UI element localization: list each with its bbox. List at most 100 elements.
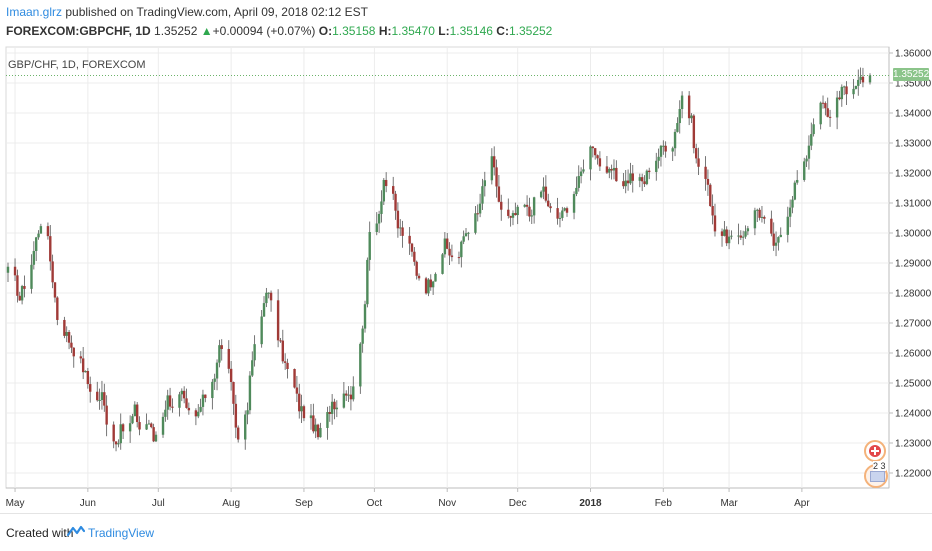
candle-body <box>293 369 296 388</box>
add-indicator-icon[interactable] <box>864 440 886 462</box>
candle-body <box>79 356 83 359</box>
tradingview-brand-link[interactable]: TradingView <box>88 526 155 540</box>
candle-body <box>838 97 841 100</box>
candle-body <box>86 370 90 385</box>
candle-body <box>490 156 494 181</box>
candle-body <box>756 209 759 211</box>
author-link[interactable]: Imaan.glrz <box>6 5 63 19</box>
last-price-text: 1.35252 <box>154 24 198 38</box>
candle-body <box>664 145 667 152</box>
candle-body <box>612 167 616 171</box>
publication-line: Imaan.glrz published on TradingView.com,… <box>6 5 368 19</box>
candle-body <box>244 414 247 440</box>
candle-body <box>434 273 437 282</box>
low-value: 1.35146 <box>449 24 493 38</box>
candle-body <box>516 206 519 216</box>
candle-body <box>32 250 36 265</box>
x-tick-label: 2018 <box>579 498 602 509</box>
candle-body <box>556 208 559 219</box>
candle-body <box>135 404 139 423</box>
x-tick-label: Oct <box>367 498 383 509</box>
candle-body <box>861 76 865 83</box>
candle-body <box>187 407 191 411</box>
candle-body <box>709 184 712 207</box>
change-text: +0.00094 (+0.07%) <box>212 24 316 38</box>
candle-body <box>561 210 564 218</box>
y-tick-label: 1.36000 <box>895 49 932 60</box>
candle-body <box>424 278 428 294</box>
candle-body <box>117 443 120 445</box>
candle-body <box>161 416 165 435</box>
candle-body <box>377 213 381 224</box>
candle-body <box>711 206 714 216</box>
candle-body <box>640 177 644 182</box>
candle-body <box>697 158 700 167</box>
candle-body <box>349 394 353 400</box>
candle-body <box>199 406 202 412</box>
candle-body <box>431 281 435 288</box>
candle-body <box>763 216 766 219</box>
candle-body <box>168 395 172 407</box>
candle-body <box>845 86 848 95</box>
candle-body <box>791 199 794 208</box>
candle-body <box>147 423 151 425</box>
candle-body <box>779 234 782 238</box>
candle-body <box>481 186 484 204</box>
candle-body <box>648 170 651 173</box>
candle-body <box>227 348 230 369</box>
candle-body <box>629 173 632 184</box>
candle-body <box>105 405 108 425</box>
candle-body <box>589 146 592 170</box>
candle-body <box>295 387 299 394</box>
candle-body <box>96 391 99 401</box>
candle-body <box>539 191 543 198</box>
high-value: 1.35470 <box>391 24 435 38</box>
price-chart[interactable]: 1.22000 1.23000 1.24000 1.25000 1.26000 1.270… <box>0 0 932 513</box>
candle-body <box>753 210 757 229</box>
candle-body <box>49 236 52 262</box>
candle-body <box>657 156 660 161</box>
candle-body <box>819 102 822 125</box>
candle-body <box>128 423 132 432</box>
candle-body <box>380 201 383 214</box>
candle-body <box>236 427 240 440</box>
candle-body <box>476 213 479 215</box>
candle-body <box>495 167 498 187</box>
candle-body <box>56 297 59 320</box>
candle-body <box>269 292 273 301</box>
candle-body <box>514 213 517 216</box>
candle-body <box>384 179 388 187</box>
x-tick-label: Mar <box>720 498 738 509</box>
candle-body <box>596 155 599 159</box>
candle-body <box>298 393 301 412</box>
candle-body <box>803 161 806 180</box>
candle-body <box>234 403 238 428</box>
candle-body <box>309 415 313 419</box>
candle-body <box>399 227 402 229</box>
candle-body <box>286 362 289 370</box>
candle-body <box>638 177 642 181</box>
candle-body <box>18 295 21 301</box>
candle-body <box>795 179 799 183</box>
x-tick-label: Sep <box>295 498 313 509</box>
candle-body <box>248 375 252 411</box>
candle-body <box>727 236 731 244</box>
low-label: L: <box>438 24 450 38</box>
candle-body <box>415 261 418 276</box>
candle-body <box>197 411 200 417</box>
candle-body <box>220 345 223 349</box>
candle-body <box>810 134 813 146</box>
candle-body <box>314 424 317 432</box>
candle-body <box>549 206 552 209</box>
candle-body <box>772 233 775 246</box>
candle-body <box>131 416 134 424</box>
candle-body <box>530 215 533 217</box>
candle-body <box>492 156 496 168</box>
y-tick-label: 1.23000 <box>895 439 932 450</box>
close-value: 1.35252 <box>508 24 553 38</box>
candle-body <box>483 180 487 187</box>
candle-body <box>478 203 482 214</box>
y-tick-label: 1.27000 <box>895 319 932 330</box>
y-tick-label: 1.28000 <box>895 289 932 300</box>
candle-body <box>253 344 256 361</box>
